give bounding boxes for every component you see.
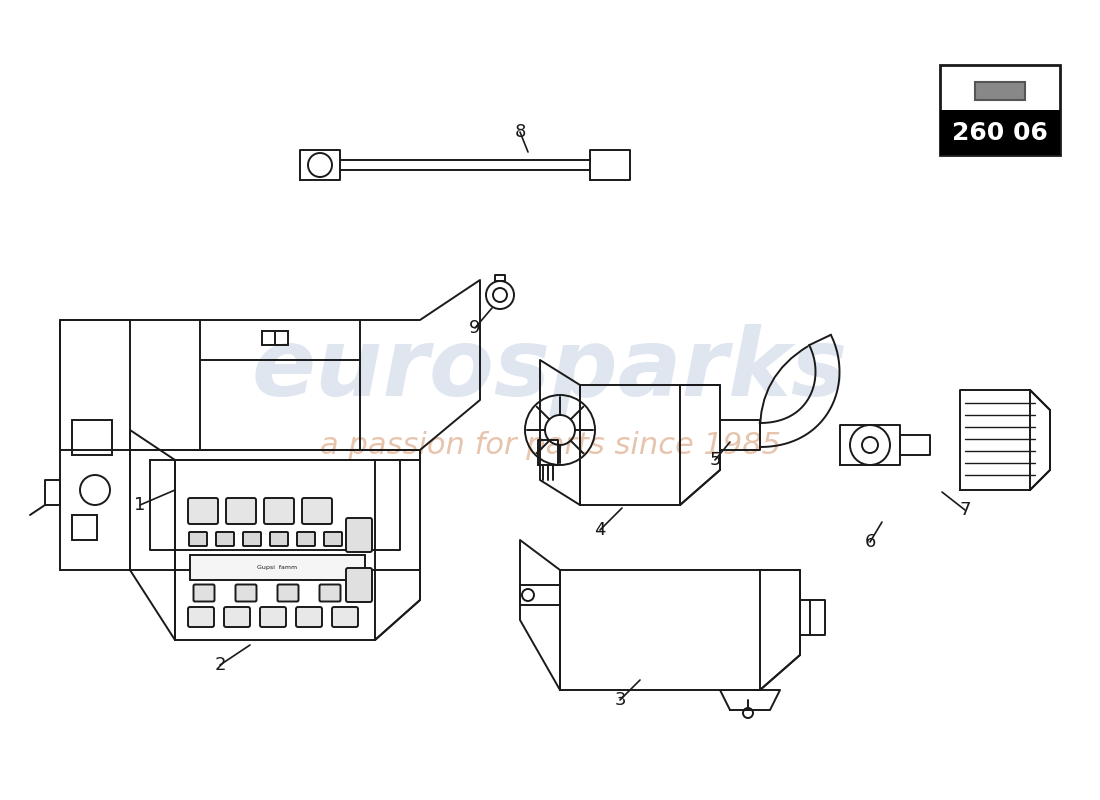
FancyBboxPatch shape — [346, 568, 372, 602]
FancyBboxPatch shape — [188, 607, 214, 627]
Text: a passion for parts since 1985: a passion for parts since 1985 — [319, 430, 781, 459]
FancyBboxPatch shape — [324, 532, 342, 546]
FancyBboxPatch shape — [297, 532, 315, 546]
FancyBboxPatch shape — [319, 585, 341, 602]
Text: 260 06: 260 06 — [953, 121, 1048, 145]
Text: eurosparks: eurosparks — [252, 324, 848, 416]
FancyBboxPatch shape — [189, 532, 207, 546]
Text: 8: 8 — [515, 123, 526, 141]
FancyBboxPatch shape — [270, 532, 288, 546]
FancyBboxPatch shape — [332, 607, 358, 627]
Text: 4: 4 — [594, 521, 606, 539]
Bar — [72, 515, 97, 540]
FancyBboxPatch shape — [277, 585, 298, 602]
Text: 1: 1 — [134, 496, 145, 514]
Text: 3: 3 — [614, 691, 626, 709]
FancyBboxPatch shape — [216, 532, 234, 546]
Text: 2: 2 — [214, 656, 225, 674]
FancyBboxPatch shape — [243, 532, 261, 546]
Bar — [262, 331, 288, 345]
FancyBboxPatch shape — [260, 607, 286, 627]
Bar — [940, 65, 1060, 155]
Text: 5: 5 — [710, 451, 720, 469]
FancyBboxPatch shape — [235, 585, 256, 602]
FancyBboxPatch shape — [296, 607, 322, 627]
Bar — [72, 420, 112, 455]
FancyBboxPatch shape — [302, 498, 332, 524]
Bar — [190, 555, 365, 580]
Text: 9: 9 — [470, 319, 481, 337]
FancyBboxPatch shape — [346, 518, 372, 552]
FancyBboxPatch shape — [188, 498, 218, 524]
Text: 6: 6 — [865, 533, 876, 551]
FancyBboxPatch shape — [194, 585, 214, 602]
Bar — [940, 110, 1060, 155]
FancyBboxPatch shape — [226, 498, 256, 524]
Text: 7: 7 — [959, 501, 970, 519]
Bar — [975, 82, 1025, 100]
FancyBboxPatch shape — [224, 607, 250, 627]
Text: Gupsi  famm: Gupsi famm — [257, 566, 297, 570]
FancyBboxPatch shape — [264, 498, 294, 524]
